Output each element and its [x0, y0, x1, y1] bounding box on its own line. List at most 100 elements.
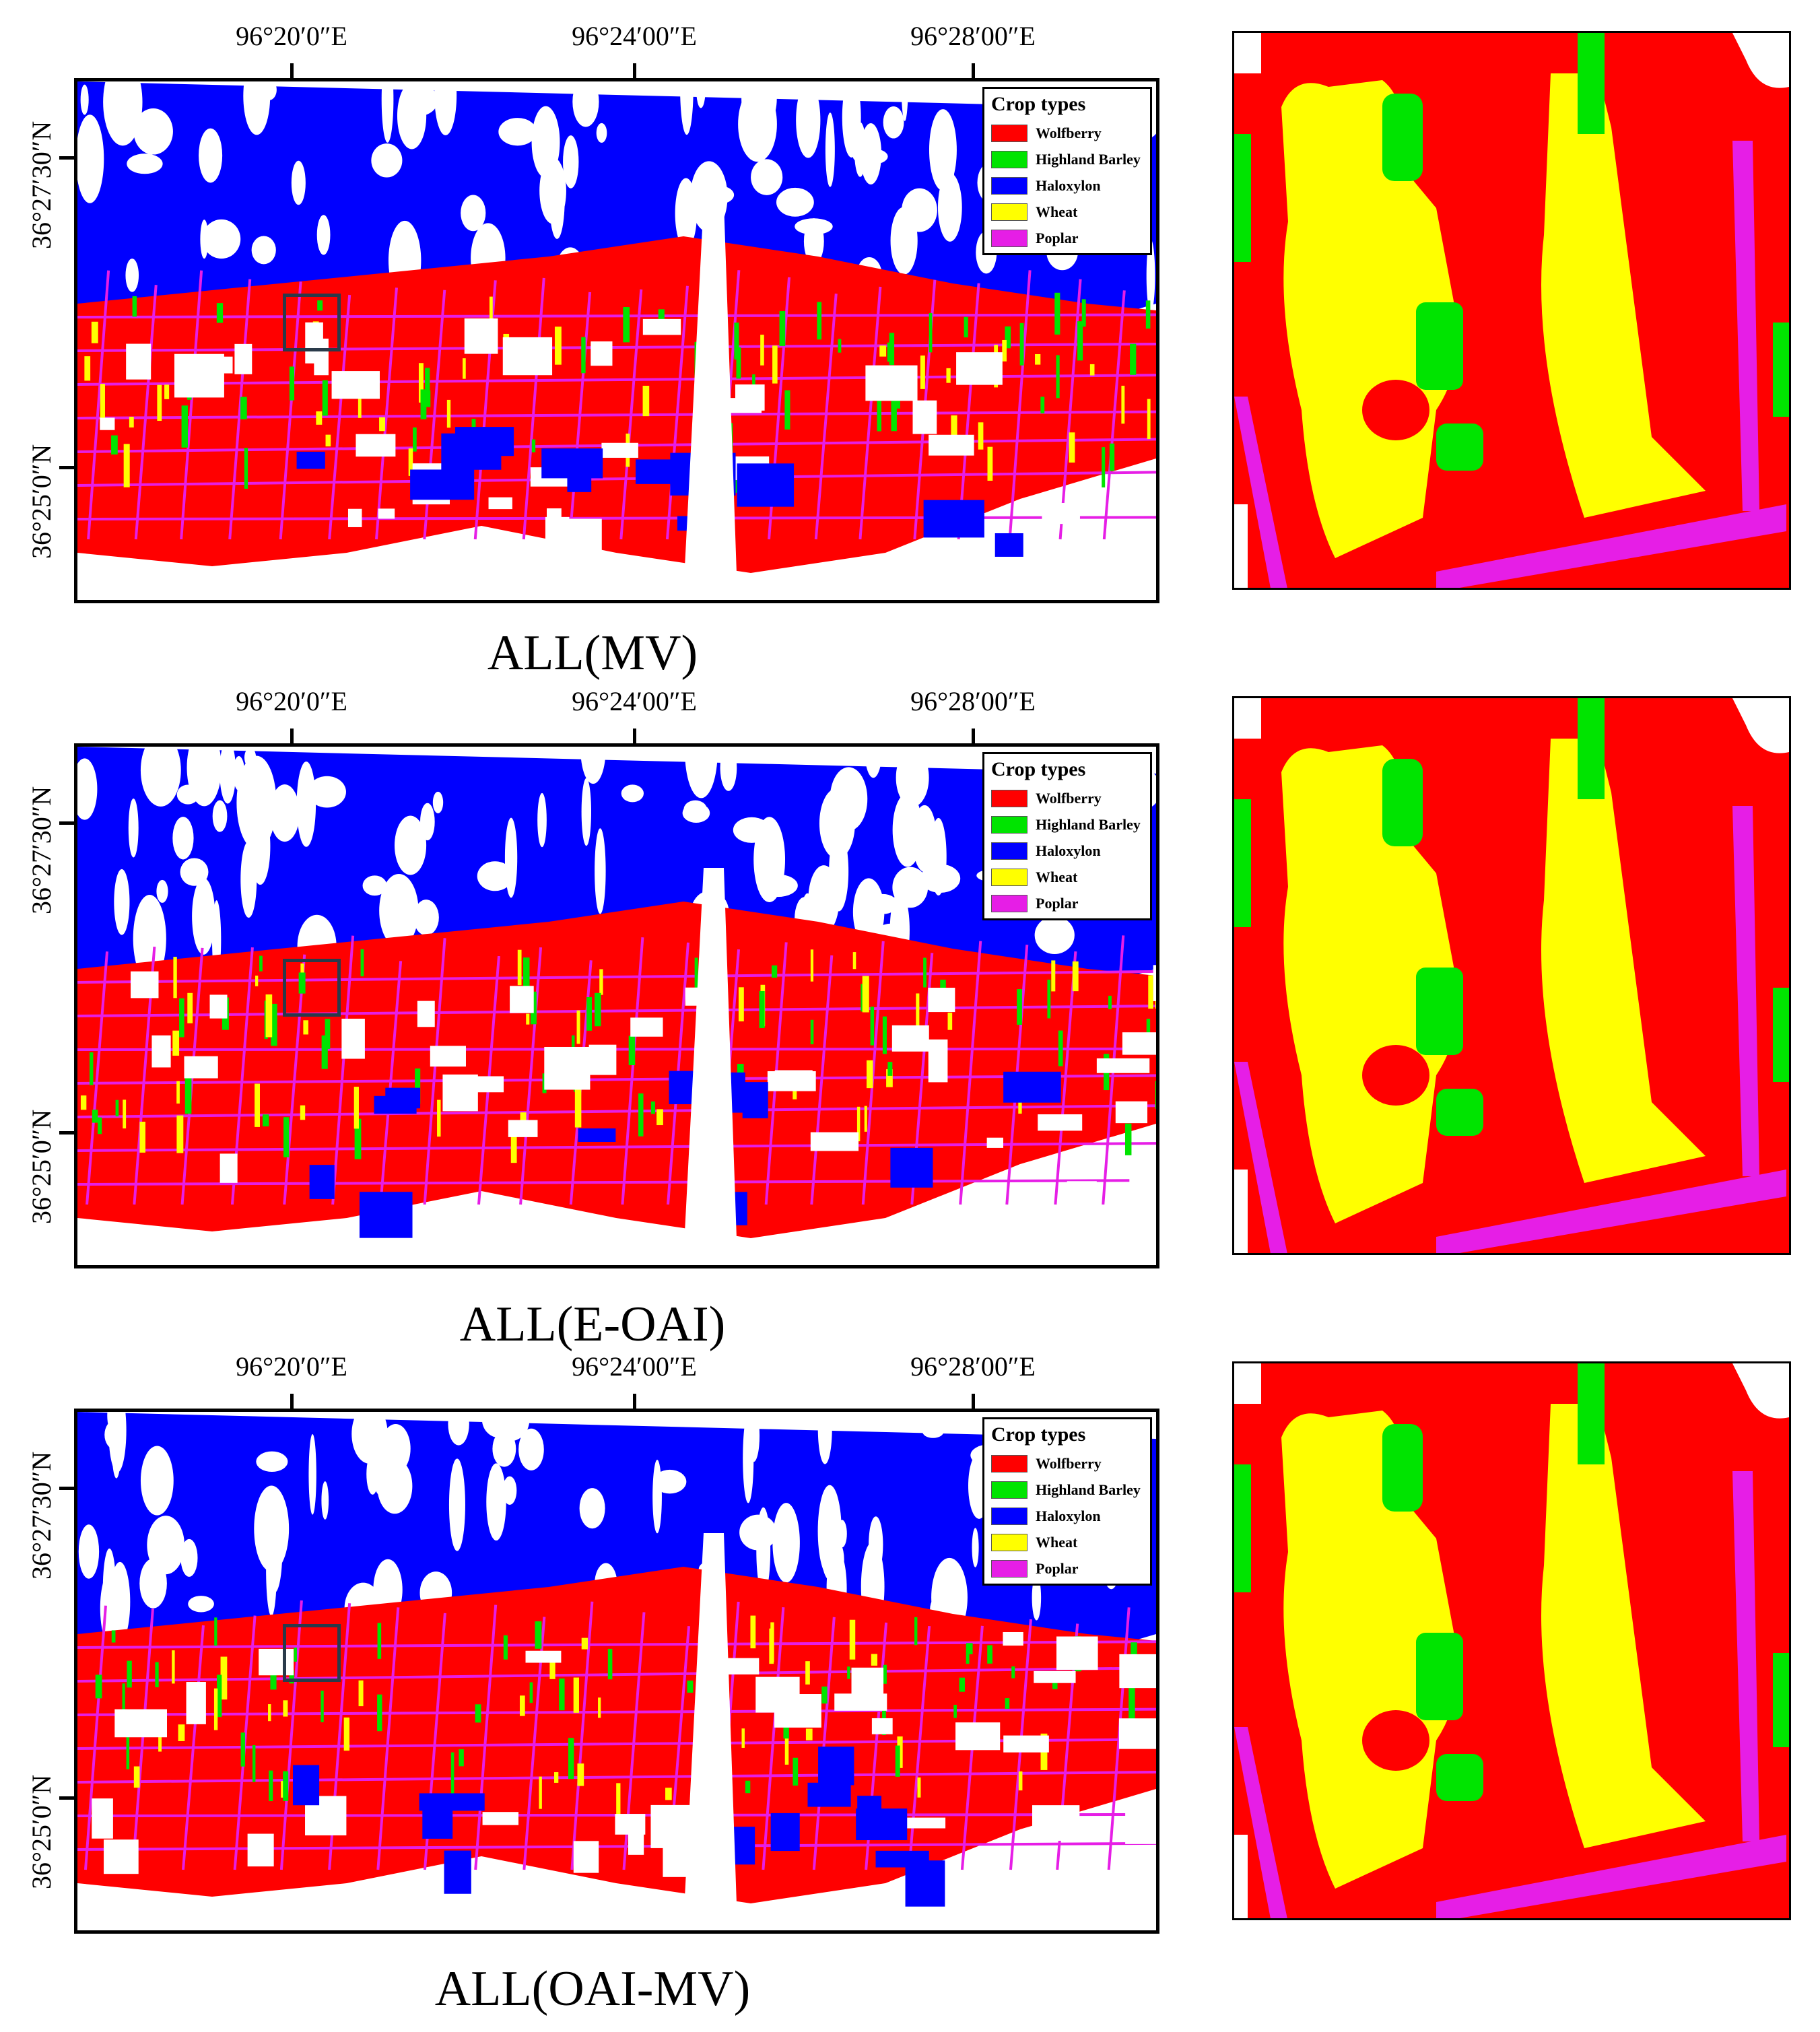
legend-label: Highland Barley	[1036, 1481, 1141, 1498]
legend-label: Wolfberry	[1036, 789, 1102, 807]
legend-swatch	[991, 1507, 1027, 1525]
legend-label: Haloxylon	[1036, 176, 1101, 194]
legend-swatch	[991, 150, 1027, 168]
legend-swatch	[991, 176, 1027, 195]
panel-caption: ALL(E-OAI)	[459, 1297, 726, 1352]
longitude-label: 96°24′00″E	[572, 21, 697, 51]
legend-label: Haloxylon	[1036, 1507, 1101, 1524]
legend-item: Highland Barley	[991, 146, 1150, 172]
longitude-tick	[972, 729, 975, 743]
latitude-label: 36°25′0″N	[26, 444, 57, 559]
legend: Crop types Wolfberry Highland Barley Haloxy…	[982, 752, 1152, 920]
legend-item: Highland Barley	[991, 811, 1150, 838]
longitude-label: 96°28′00″E	[910, 21, 1036, 51]
legend-item: Poplar	[991, 225, 1150, 251]
longitude-label: 96°20′0″E	[236, 1351, 347, 1382]
legend-swatch	[991, 203, 1027, 221]
legend-swatch	[991, 1533, 1027, 1551]
legend-item: Haloxylon	[991, 1503, 1150, 1529]
map-panel: 96°20′0″E 96°24′00″E 96°28′00″E 36°27′30″N 3…	[0, 665, 1820, 1339]
legend-swatch	[991, 124, 1027, 142]
legend-label: Highland Barley	[1036, 150, 1141, 168]
latitude-tick	[59, 1131, 74, 1134]
latitude-label: 36°27′30″N	[26, 786, 57, 914]
legend-title: Crop types	[991, 758, 1086, 780]
latitude-tick	[59, 156, 74, 160]
classification-map: Crop types Wolfberry Highland Barley Haloxy…	[74, 1409, 1159, 1934]
longitude-tick	[290, 63, 294, 78]
legend-swatch	[991, 894, 1027, 912]
legend-swatch	[991, 815, 1027, 834]
legend-item: Haloxylon	[991, 172, 1150, 199]
latitude-tick	[59, 821, 74, 825]
latitude-label: 36°25′0″N	[26, 1774, 57, 1889]
latitude-tick	[59, 1796, 74, 1800]
longitude-label: 96°20′0″E	[236, 21, 347, 51]
classification-map-graphic	[77, 747, 1156, 1258]
legend-label: Poplar	[1036, 1559, 1079, 1577]
legend-swatch	[991, 868, 1027, 886]
longitude-label: 96°28′00″E	[910, 686, 1036, 716]
classification-map: Crop types Wolfberry Highland Barley Haloxy…	[74, 743, 1159, 1268]
legend-item: Wolfberry	[991, 785, 1150, 811]
zoom-map-graphic	[1234, 698, 1789, 1253]
zoom-region-box	[283, 1624, 341, 1682]
panel-caption: ALL(OAI-MV)	[434, 1961, 751, 2017]
classification-map-graphic	[77, 1412, 1156, 1924]
zoom-map-graphic	[1234, 33, 1789, 588]
legend-item: Poplar	[991, 1555, 1150, 1582]
zoom-view	[1232, 31, 1791, 590]
zoom-view	[1232, 696, 1791, 1255]
legend-swatch	[991, 229, 1027, 247]
legend-swatch	[991, 1454, 1027, 1472]
legend-item: Wheat	[991, 199, 1150, 225]
legend-label: Poplar	[1036, 894, 1079, 912]
legend-item: Wheat	[991, 864, 1150, 890]
longitude-tick	[633, 729, 636, 743]
legend-label: Highland Barley	[1036, 815, 1141, 833]
latitude-tick	[59, 1487, 74, 1490]
latitude-label: 36°25′0″N	[26, 1109, 57, 1224]
longitude-label: 96°24′00″E	[572, 686, 697, 716]
map-panel: 96°20′0″E 96°24′00″E 96°28′00″E 36°27′30″N 3…	[0, 1330, 1820, 2004]
legend-title: Crop types	[991, 1423, 1086, 1446]
classification-map: Crop types Wolfberry Highland Barley Haloxy…	[74, 78, 1159, 603]
map-panel: 96°20′0″E 96°24′00″E 96°28′00″E 36°27′30″N 3…	[0, 0, 1820, 673]
zoom-region-box	[283, 294, 341, 351]
legend-swatch	[991, 842, 1027, 860]
classification-map-graphic	[77, 81, 1156, 593]
legend-item: Wolfberry	[991, 1450, 1150, 1477]
legend: Crop types Wolfberry Highland Barley Haloxy…	[982, 1417, 1152, 1586]
zoom-map-graphic	[1234, 1363, 1789, 1918]
legend-label: Wheat	[1036, 1533, 1078, 1551]
longitude-label: 96°20′0″E	[236, 686, 347, 716]
legend-label: Wheat	[1036, 868, 1078, 885]
legend-label: Haloxylon	[1036, 842, 1101, 859]
legend-label: Wolfberry	[1036, 1454, 1102, 1472]
legend-item: Wolfberry	[991, 120, 1150, 146]
longitude-label: 96°28′00″E	[910, 1351, 1036, 1382]
longitude-tick	[972, 1394, 975, 1409]
longitude-tick	[633, 1394, 636, 1409]
legend-swatch	[991, 789, 1027, 807]
legend-item: Highland Barley	[991, 1477, 1150, 1503]
legend-swatch	[991, 1559, 1027, 1578]
latitude-tick	[59, 466, 74, 469]
zoom-region-box	[283, 959, 341, 1017]
latitude-label: 36°27′30″N	[26, 121, 57, 249]
legend-label: Poplar	[1036, 229, 1079, 246]
legend-item: Poplar	[991, 890, 1150, 916]
legend-title: Crop types	[991, 93, 1086, 115]
longitude-tick	[290, 729, 294, 743]
legend-label: Wolfberry	[1036, 124, 1102, 141]
latitude-label: 36°27′30″N	[26, 1451, 57, 1580]
legend-item: Haloxylon	[991, 838, 1150, 864]
legend-swatch	[991, 1481, 1027, 1499]
longitude-label: 96°24′00″E	[572, 1351, 697, 1382]
longitude-tick	[972, 63, 975, 78]
longitude-tick	[290, 1394, 294, 1409]
panel-caption: ALL(MV)	[487, 625, 698, 681]
legend-label: Wheat	[1036, 203, 1078, 220]
legend: Crop types Wolfberry Highland Barley Haloxy…	[982, 87, 1152, 255]
legend-item: Wheat	[991, 1529, 1150, 1555]
